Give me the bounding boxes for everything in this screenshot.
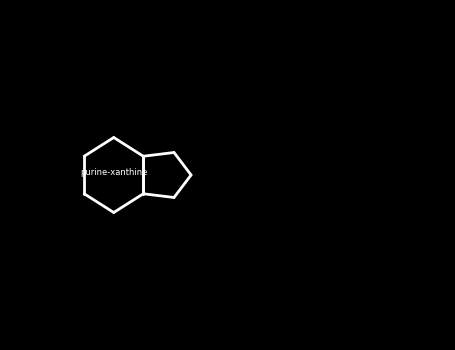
Text: purine-xanthine: purine-xanthine bbox=[80, 168, 147, 177]
